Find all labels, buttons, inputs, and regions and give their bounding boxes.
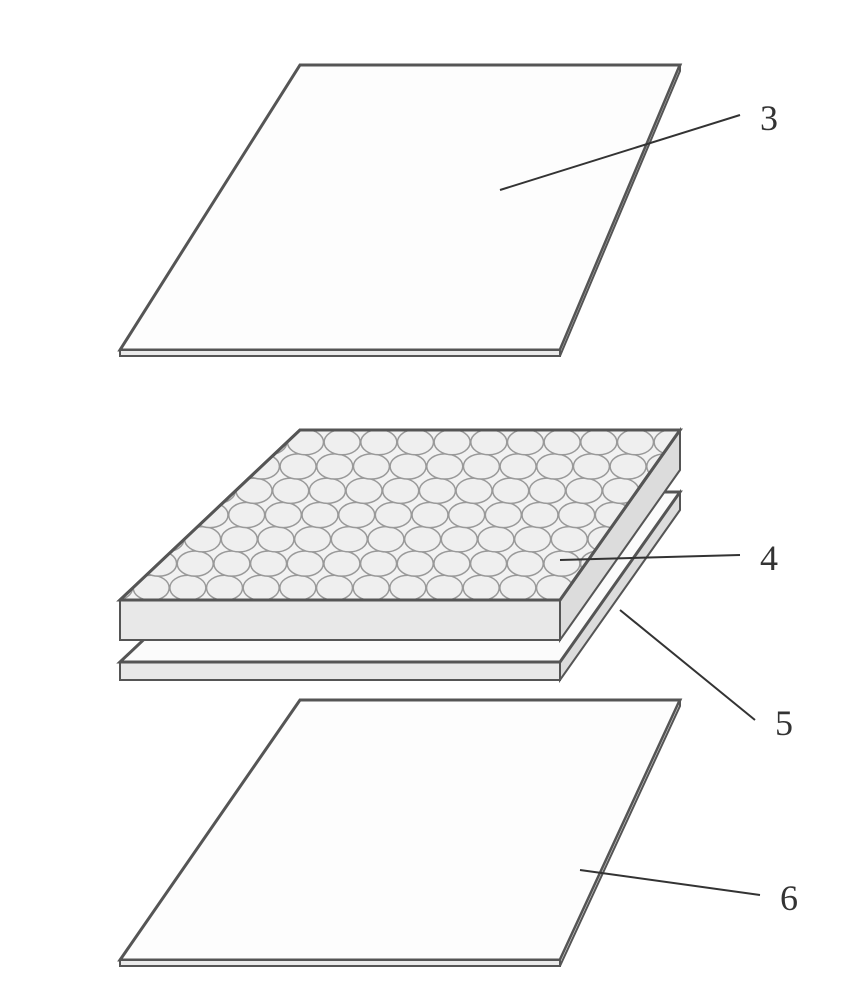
label-top-plate: 3 <box>760 98 778 138</box>
exploded-diagram: 3 4 5 6 <box>0 0 863 1000</box>
layer-bottom-plate <box>120 700 680 966</box>
leader-line-bottom-plate <box>580 870 760 895</box>
layer-textured-plate <box>97 405 808 640</box>
label-textured-plate: 4 <box>760 538 778 578</box>
label-thin-plate: 5 <box>775 703 793 743</box>
layer-top-plate <box>120 65 680 356</box>
label-bottom-plate: 6 <box>780 878 798 918</box>
